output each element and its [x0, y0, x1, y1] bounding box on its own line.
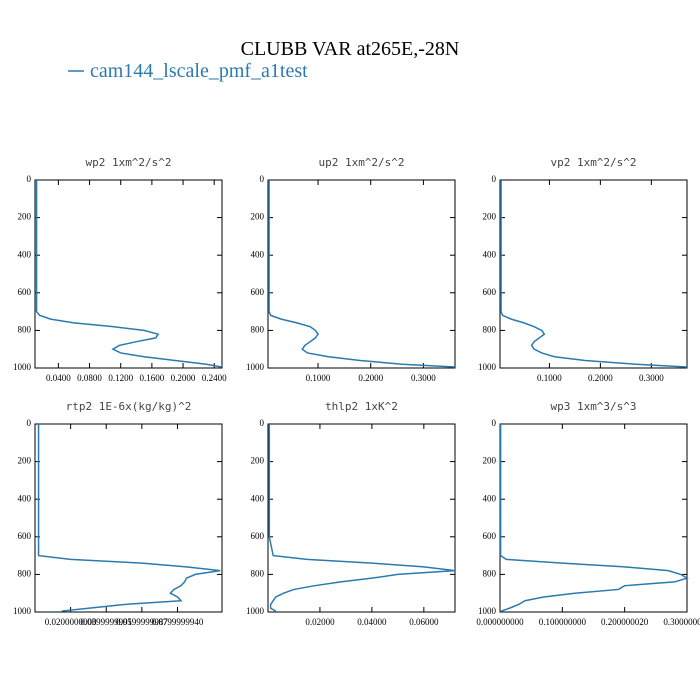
y-tick-label: 1000	[13, 606, 32, 616]
panel-title: vp2 1xm^2/s^2	[550, 156, 636, 169]
x-tick-label: 0.0399999991	[80, 617, 132, 627]
y-tick-label: 400	[18, 249, 32, 259]
legend-label: cam144_lscale_pmf_a1test	[90, 60, 308, 82]
profile-line	[35, 180, 223, 368]
x-tick-label: 0.0599999987	[116, 617, 168, 627]
panel-title: rtp2 1E-6x(kg/kg)^2	[66, 400, 192, 413]
y-tick-label: 600	[483, 531, 497, 541]
x-tick-label: 0.2000	[358, 373, 383, 383]
panel-title: wp2 1xm^2/s^2	[85, 156, 171, 169]
y-tick-label: 0	[27, 174, 32, 184]
y-tick-label: 200	[18, 212, 32, 222]
y-tick-label: 600	[251, 287, 265, 297]
x-tick-label: 0.02000	[305, 617, 335, 627]
y-tick-label: 200	[483, 212, 497, 222]
plot-frame	[267, 423, 456, 613]
y-tick-label: 200	[483, 456, 497, 466]
y-tick-label: 400	[18, 493, 32, 503]
y-tick-label: 600	[251, 531, 265, 541]
y-tick-label: 800	[483, 324, 497, 334]
x-tick-label: 0.000000000	[476, 617, 524, 627]
x-tick-label: 0.1000	[306, 373, 331, 383]
plot-frame	[499, 179, 688, 369]
x-tick-label: 0.0799999940	[152, 617, 204, 627]
x-tick-label: 0.2400	[202, 373, 227, 383]
x-tick-label: 0.0200000000	[45, 617, 97, 627]
y-tick-label: 600	[18, 531, 32, 541]
x-tick-label: 0.1000	[537, 373, 562, 383]
profile-line	[268, 180, 456, 368]
x-tick-label: 0.0400	[46, 373, 71, 383]
panel-title: wp3 1xm^3/s^3	[550, 400, 636, 413]
plot-frame	[34, 179, 223, 369]
profile-line	[499, 424, 689, 612]
y-tick-label: 1000	[13, 362, 32, 372]
plot-frame	[34, 423, 223, 613]
y-tick-label: 400	[483, 249, 497, 259]
y-tick-label: 800	[251, 568, 265, 578]
plot-frame	[267, 179, 456, 369]
y-tick-label: 400	[251, 493, 265, 503]
x-tick-label: 0.06000	[409, 617, 439, 627]
y-tick-label: 1000	[246, 362, 265, 372]
x-tick-label: 0.04000	[357, 617, 387, 627]
y-tick-label: 1000	[478, 606, 497, 616]
figure-title: CLUBB VAR at265E,-28N	[241, 38, 460, 60]
profile-line	[500, 180, 688, 368]
y-tick-label: 0	[260, 418, 265, 428]
x-tick-label: 0.1200	[108, 373, 133, 383]
y-tick-label: 200	[251, 456, 265, 466]
profile-line	[268, 424, 456, 612]
y-tick-label: 0	[492, 174, 497, 184]
y-tick-label: 800	[18, 324, 32, 334]
panel-title: thlp2 1xK^2	[325, 400, 398, 413]
y-tick-label: 600	[483, 287, 497, 297]
x-tick-label: 0.3000	[639, 373, 664, 383]
y-tick-label: 800	[18, 568, 32, 578]
y-tick-label: 800	[251, 324, 265, 334]
x-tick-label: 0.200000020	[601, 617, 649, 627]
x-tick-label: 0.100000000	[539, 617, 587, 627]
y-tick-label: 400	[483, 493, 497, 503]
profile-line	[37, 424, 221, 612]
x-tick-label: 0.3000	[411, 373, 436, 383]
y-tick-label: 0	[492, 418, 497, 428]
y-tick-label: 200	[251, 212, 265, 222]
y-tick-label: 1000	[246, 606, 265, 616]
y-tick-label: 200	[18, 456, 32, 466]
panel-title: up2 1xm^2/s^2	[318, 156, 404, 169]
x-tick-label: 0.2000	[588, 373, 613, 383]
y-tick-label: 1000	[478, 362, 497, 372]
y-tick-label: 400	[251, 249, 265, 259]
y-tick-label: 0	[260, 174, 265, 184]
y-tick-label: 600	[18, 287, 32, 297]
x-tick-label: 0.2000	[171, 373, 196, 383]
x-tick-label: 0.1600	[140, 373, 165, 383]
x-tick-label: 0.0800	[77, 373, 102, 383]
y-tick-label: 800	[483, 568, 497, 578]
y-tick-label: 0	[27, 418, 32, 428]
x-tick-label: 0.300000010	[663, 617, 700, 627]
